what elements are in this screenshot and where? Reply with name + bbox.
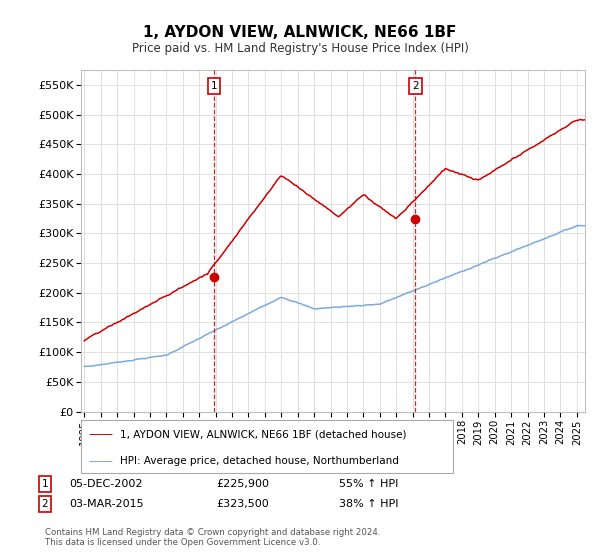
Text: 2: 2 <box>412 81 419 91</box>
Text: HPI: Average price, detached house, Northumberland: HPI: Average price, detached house, Nort… <box>120 456 399 466</box>
Text: 1: 1 <box>211 81 218 91</box>
Text: 1: 1 <box>41 479 49 489</box>
Text: Price paid vs. HM Land Registry's House Price Index (HPI): Price paid vs. HM Land Registry's House … <box>131 42 469 55</box>
Text: £225,900: £225,900 <box>216 479 269 489</box>
Text: 2: 2 <box>41 499 49 509</box>
Text: £323,500: £323,500 <box>216 499 269 509</box>
Text: 03-MAR-2015: 03-MAR-2015 <box>69 499 143 509</box>
Text: ——: —— <box>88 428 113 441</box>
Text: ——: —— <box>88 455 113 468</box>
Text: Contains HM Land Registry data © Crown copyright and database right 2024.
This d: Contains HM Land Registry data © Crown c… <box>45 528 380 547</box>
Text: 05-DEC-2002: 05-DEC-2002 <box>69 479 143 489</box>
Text: 1, AYDON VIEW, ALNWICK, NE66 1BF: 1, AYDON VIEW, ALNWICK, NE66 1BF <box>143 25 457 40</box>
Text: 55% ↑ HPI: 55% ↑ HPI <box>339 479 398 489</box>
Text: 1, AYDON VIEW, ALNWICK, NE66 1BF (detached house): 1, AYDON VIEW, ALNWICK, NE66 1BF (detach… <box>120 430 407 440</box>
Text: 38% ↑ HPI: 38% ↑ HPI <box>339 499 398 509</box>
